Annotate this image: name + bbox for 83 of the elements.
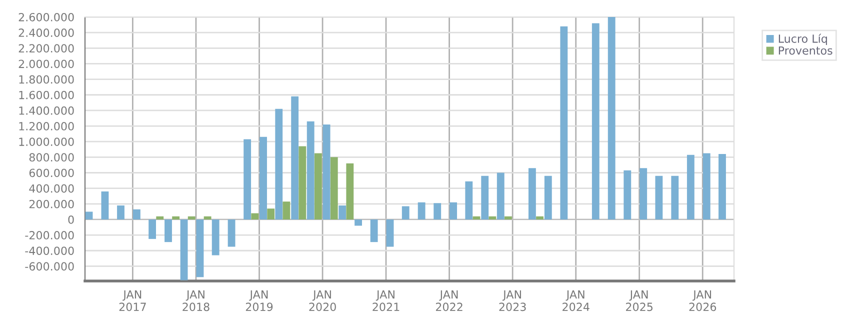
bar <box>338 205 346 220</box>
y-tick-label: 800.000 <box>29 153 74 162</box>
y-tick-label: 2.200.000 <box>18 44 74 53</box>
bar <box>528 168 536 220</box>
bar <box>251 213 259 220</box>
bar <box>322 124 330 220</box>
y-tick-label: 400.000 <box>29 184 74 193</box>
bar <box>640 168 648 220</box>
x-tick-label: JAN 2026 <box>689 290 716 312</box>
x-tick-label: JAN 2025 <box>626 290 652 312</box>
x-tick-label: JAN 2019 <box>246 290 273 312</box>
y-tick-label: -600.000 <box>25 262 74 271</box>
bar <box>465 181 473 220</box>
y-tick-label: -200.000 <box>25 231 74 240</box>
bar <box>354 219 362 226</box>
bar <box>402 206 410 220</box>
bar <box>608 17 616 220</box>
bar <box>386 219 394 247</box>
bar <box>330 157 338 220</box>
bar <box>592 23 600 220</box>
y-tick-label: 0 <box>68 215 74 224</box>
bar <box>306 121 314 220</box>
bar <box>671 176 679 220</box>
bar <box>180 219 188 280</box>
bar <box>418 202 426 220</box>
bar <box>434 203 442 220</box>
bar <box>282 202 290 220</box>
bar <box>172 216 180 220</box>
bar <box>655 176 663 220</box>
y-tick-label: 2.600.000 <box>18 12 74 22</box>
bar <box>212 219 220 256</box>
bar <box>314 153 322 220</box>
bar <box>536 216 544 220</box>
x-tick-label: JAN 2023 <box>499 290 526 312</box>
bar <box>504 216 512 220</box>
x-tick-label: JAN 2020 <box>309 290 336 312</box>
bar <box>370 219 378 242</box>
bar <box>148 219 156 239</box>
x-tick-label: JAN 2017 <box>119 290 146 312</box>
x-tick-label: JAN 2024 <box>562 290 590 312</box>
bar <box>481 176 489 220</box>
y-tick-label: 2.000.000 <box>18 60 74 68</box>
bar <box>204 216 212 220</box>
x-tick-label: JAN 2021 <box>372 290 400 312</box>
bar <box>346 163 354 220</box>
bar <box>702 153 710 220</box>
bar <box>544 176 552 220</box>
y-tick-label: 200.000 <box>29 200 74 208</box>
bar <box>267 208 275 220</box>
bar <box>101 191 109 220</box>
y-tick-label: 1.400.000 <box>19 106 74 115</box>
bar <box>117 205 124 220</box>
legend-label: Lucro Líq <box>778 34 827 46</box>
y-tick-label: 1.800.000 <box>19 75 74 84</box>
bar <box>488 216 496 220</box>
bar <box>624 170 632 220</box>
bar <box>496 172 504 220</box>
bar <box>196 219 204 278</box>
bar <box>132 209 140 220</box>
x-tick-label: JAN 2018 <box>182 290 210 312</box>
bar <box>686 154 694 220</box>
bar <box>164 219 172 242</box>
y-tick-label: 1.000.000 <box>19 138 74 146</box>
x-tick-label: JAN 2022 <box>436 290 462 312</box>
bar <box>244 139 252 220</box>
y-tick-label: 1.600.000 <box>19 90 74 100</box>
bar <box>560 26 568 220</box>
bar <box>260 136 267 220</box>
bar <box>85 212 93 220</box>
y-tick-label: 2.400.000 <box>18 28 74 37</box>
bar <box>291 96 299 220</box>
y-tick-label: -400.000 <box>25 246 74 256</box>
bar <box>472 216 480 220</box>
y-tick-label: 1.200.000 <box>19 122 74 130</box>
bar <box>228 219 236 247</box>
bar <box>188 216 196 220</box>
bar <box>450 202 458 220</box>
bar <box>156 216 164 220</box>
y-tick-label: 600.000 <box>29 168 74 178</box>
legend-label: Proventos <box>778 46 832 55</box>
bar <box>275 108 283 220</box>
bar <box>298 146 306 220</box>
bar <box>718 154 726 220</box>
